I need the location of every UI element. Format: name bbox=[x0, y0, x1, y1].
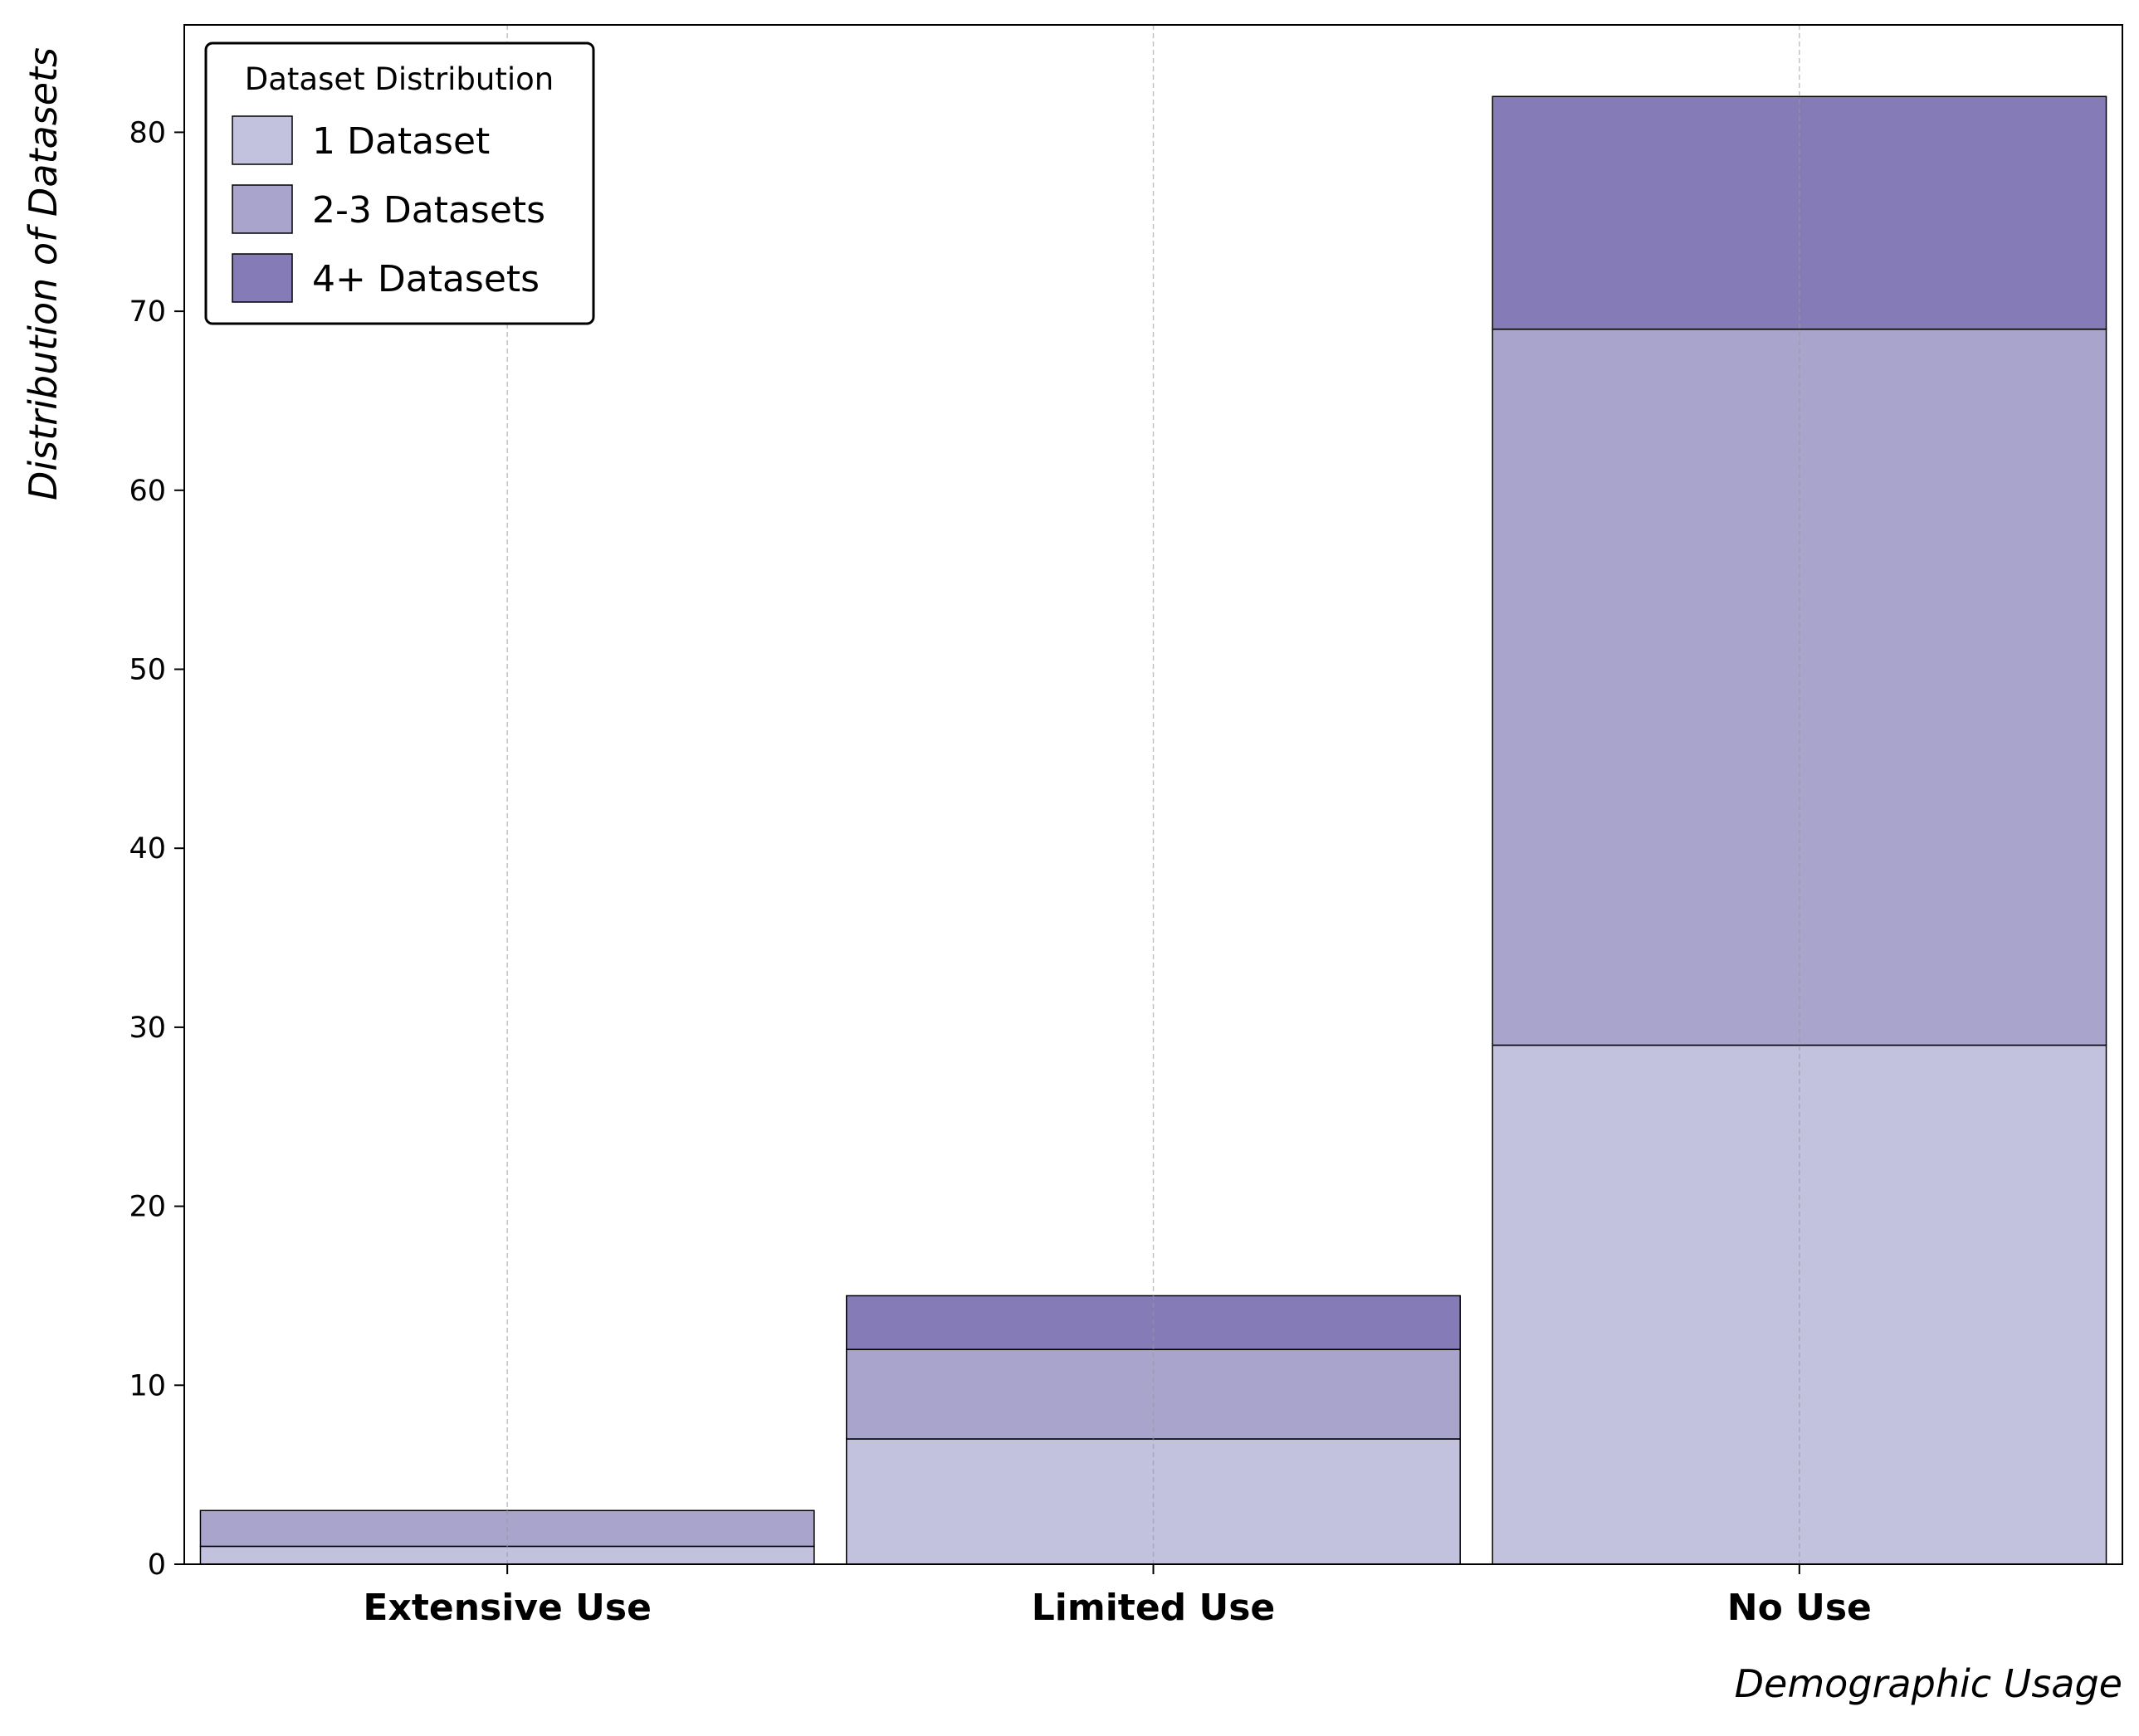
y-tick-label-40: 40 bbox=[129, 832, 166, 866]
x-tick-label-1: Extensive Use bbox=[363, 1587, 652, 1629]
gridlines bbox=[506, 25, 1800, 1564]
y-tick-label-70: 70 bbox=[129, 295, 166, 329]
legend-box bbox=[204, 41, 595, 325]
legend-label-3: 4+ Datasets bbox=[312, 258, 540, 300]
y-tick-label-60: 60 bbox=[129, 475, 166, 508]
y-tick-label-50: 50 bbox=[129, 654, 166, 687]
x-tick-label-3: No Use bbox=[1727, 1587, 1872, 1629]
y-tick-label-20: 20 bbox=[129, 1191, 166, 1224]
legend-label-2: 2-3 Datasets bbox=[312, 189, 545, 232]
legend-items: 1 Dataset 2-3 Datasets 4+ Datasets bbox=[232, 115, 545, 303]
y-tick-label-30: 30 bbox=[129, 1012, 166, 1045]
y-tick-label-80: 80 bbox=[129, 116, 166, 149]
y-axis: 0 10 20 30 40 50 60 70 80 bbox=[129, 116, 184, 1582]
y-axis-title: Distribution of Datasets bbox=[21, 47, 66, 500]
legend-label-1: 1 Dataset bbox=[312, 120, 490, 163]
legend-title: Dataset Distribution bbox=[245, 61, 554, 97]
x-axis-title: Demographic Usage bbox=[1735, 1661, 2122, 1706]
y-tick-label-10: 10 bbox=[129, 1369, 166, 1402]
legend-swatch-1 bbox=[232, 115, 293, 165]
legend-swatch-2 bbox=[232, 184, 293, 234]
x-tick-label-2: Limited Use bbox=[1032, 1587, 1276, 1629]
legend: Dataset Distribution 1 Dataset 2-3 Datase… bbox=[204, 41, 595, 325]
x-axis: Extensive Use Limited Use No Use bbox=[363, 1564, 1872, 1629]
y-tick-label-0: 0 bbox=[148, 1548, 166, 1582]
legend-swatch-3 bbox=[232, 253, 293, 303]
